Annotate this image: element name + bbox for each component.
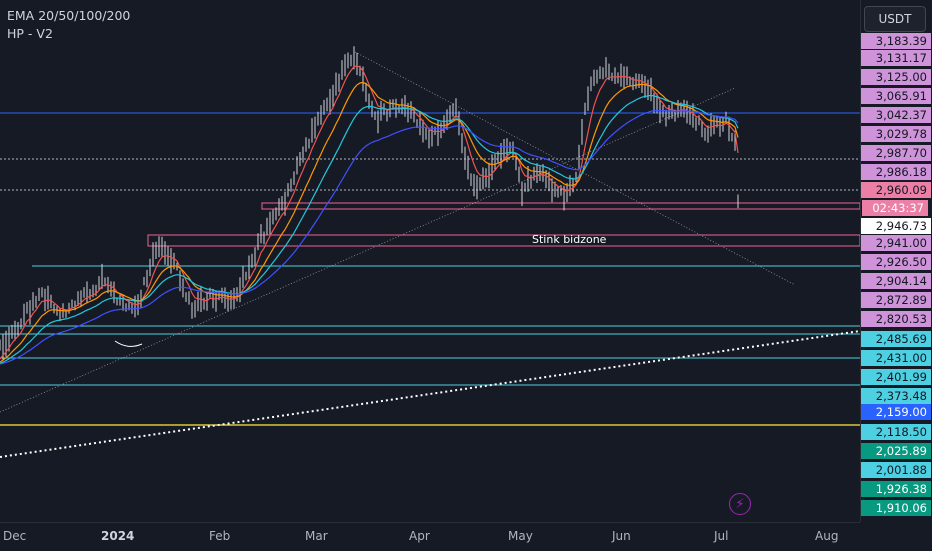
price-axis-label: 2,872.89 [861, 292, 931, 308]
price-axis[interactable]: 3,183.39 3,131.17 3,125.00 3,065.91 3,042.37… [860, 0, 932, 522]
indicator-hp-legend[interactable]: HP - V2 [7, 26, 53, 41]
time-axis-tick: Dec [3, 529, 27, 543]
price-chart[interactable] [0, 0, 860, 522]
price-axis-label: 2,001.88 [861, 462, 931, 478]
price-axis-label: 3,029.78 [861, 126, 931, 142]
price-axis-label: 2,960.09 [861, 182, 931, 198]
long-term-trendline [0, 330, 860, 458]
price-axis-label: 3,131.17 [861, 50, 931, 66]
ema-line [0, 94, 739, 364]
arc-annotation [114, 340, 143, 347]
support-zone [261, 202, 860, 210]
price-axis-label: 2,946.73 [861, 218, 931, 234]
price-axis-label: 1,910.06 [861, 500, 931, 516]
ema-line [0, 81, 739, 363]
price-axis-label: 2,820.53 [861, 311, 931, 327]
bar-countdown-label: 02:43:37 [862, 200, 928, 216]
price-axis-label: 3,065.91 [861, 88, 931, 104]
time-axis-tick: Feb [209, 529, 231, 543]
price-axis-label: 2,159.00 [861, 404, 931, 420]
price-axis-label: 2,401.99 [861, 369, 931, 385]
ema-line [0, 109, 739, 365]
price-axis-label: 2,485.69 [861, 331, 931, 347]
descending-trendline [354, 51, 796, 286]
stink-bidzone [147, 234, 860, 247]
ema-line [0, 65, 739, 360]
time-axis-tick: 2024 [101, 529, 135, 543]
time-axis-tick: May [508, 529, 533, 543]
time-axis-tick: Mar [305, 529, 328, 543]
price-axis-label: 3,125.00 [861, 69, 931, 85]
lightning-icon[interactable]: ⚡ [729, 493, 751, 515]
price-axis-label: 1,926.38 [861, 481, 931, 497]
time-axis-tick: Jul [714, 529, 729, 543]
chart-area[interactable]: EMA 20/50/100/200 HP - V2 Stink bidzone … [0, 0, 860, 522]
price-axis-label: 2,118.50 [861, 424, 931, 440]
time-axis-tick: Apr [409, 529, 430, 543]
price-axis-label: 2,986.18 [861, 164, 931, 180]
currency-selector-button[interactable]: USDT [864, 6, 926, 32]
price-axis-label: 2,926.50 [861, 254, 931, 270]
price-axis-label: 2,431.00 [861, 350, 931, 366]
price-axis-label: 2,987.70 [861, 145, 931, 161]
time-axis-tick: Jun [612, 529, 631, 543]
time-axis-tick: Aug [815, 529, 839, 543]
price-axis-label: 2,373.48 [861, 388, 931, 404]
time-axis[interactable]: Dec 2024 Feb Mar Apr May Jun Jul Aug [0, 522, 860, 551]
ascending-trendline [0, 87, 736, 413]
price-axis-label: 2,904.14 [861, 273, 931, 289]
price-axis-label: 3,183.39 [861, 33, 931, 49]
stink-bidzone-label: Stink bidzone [532, 233, 607, 246]
indicator-ema-legend[interactable]: EMA 20/50/100/200 [7, 8, 131, 23]
price-axis-label: 2,025.89 [861, 443, 931, 459]
price-axis-label: 3,042.37 [861, 107, 931, 123]
price-axis-label: 2,941.00 [861, 235, 931, 251]
